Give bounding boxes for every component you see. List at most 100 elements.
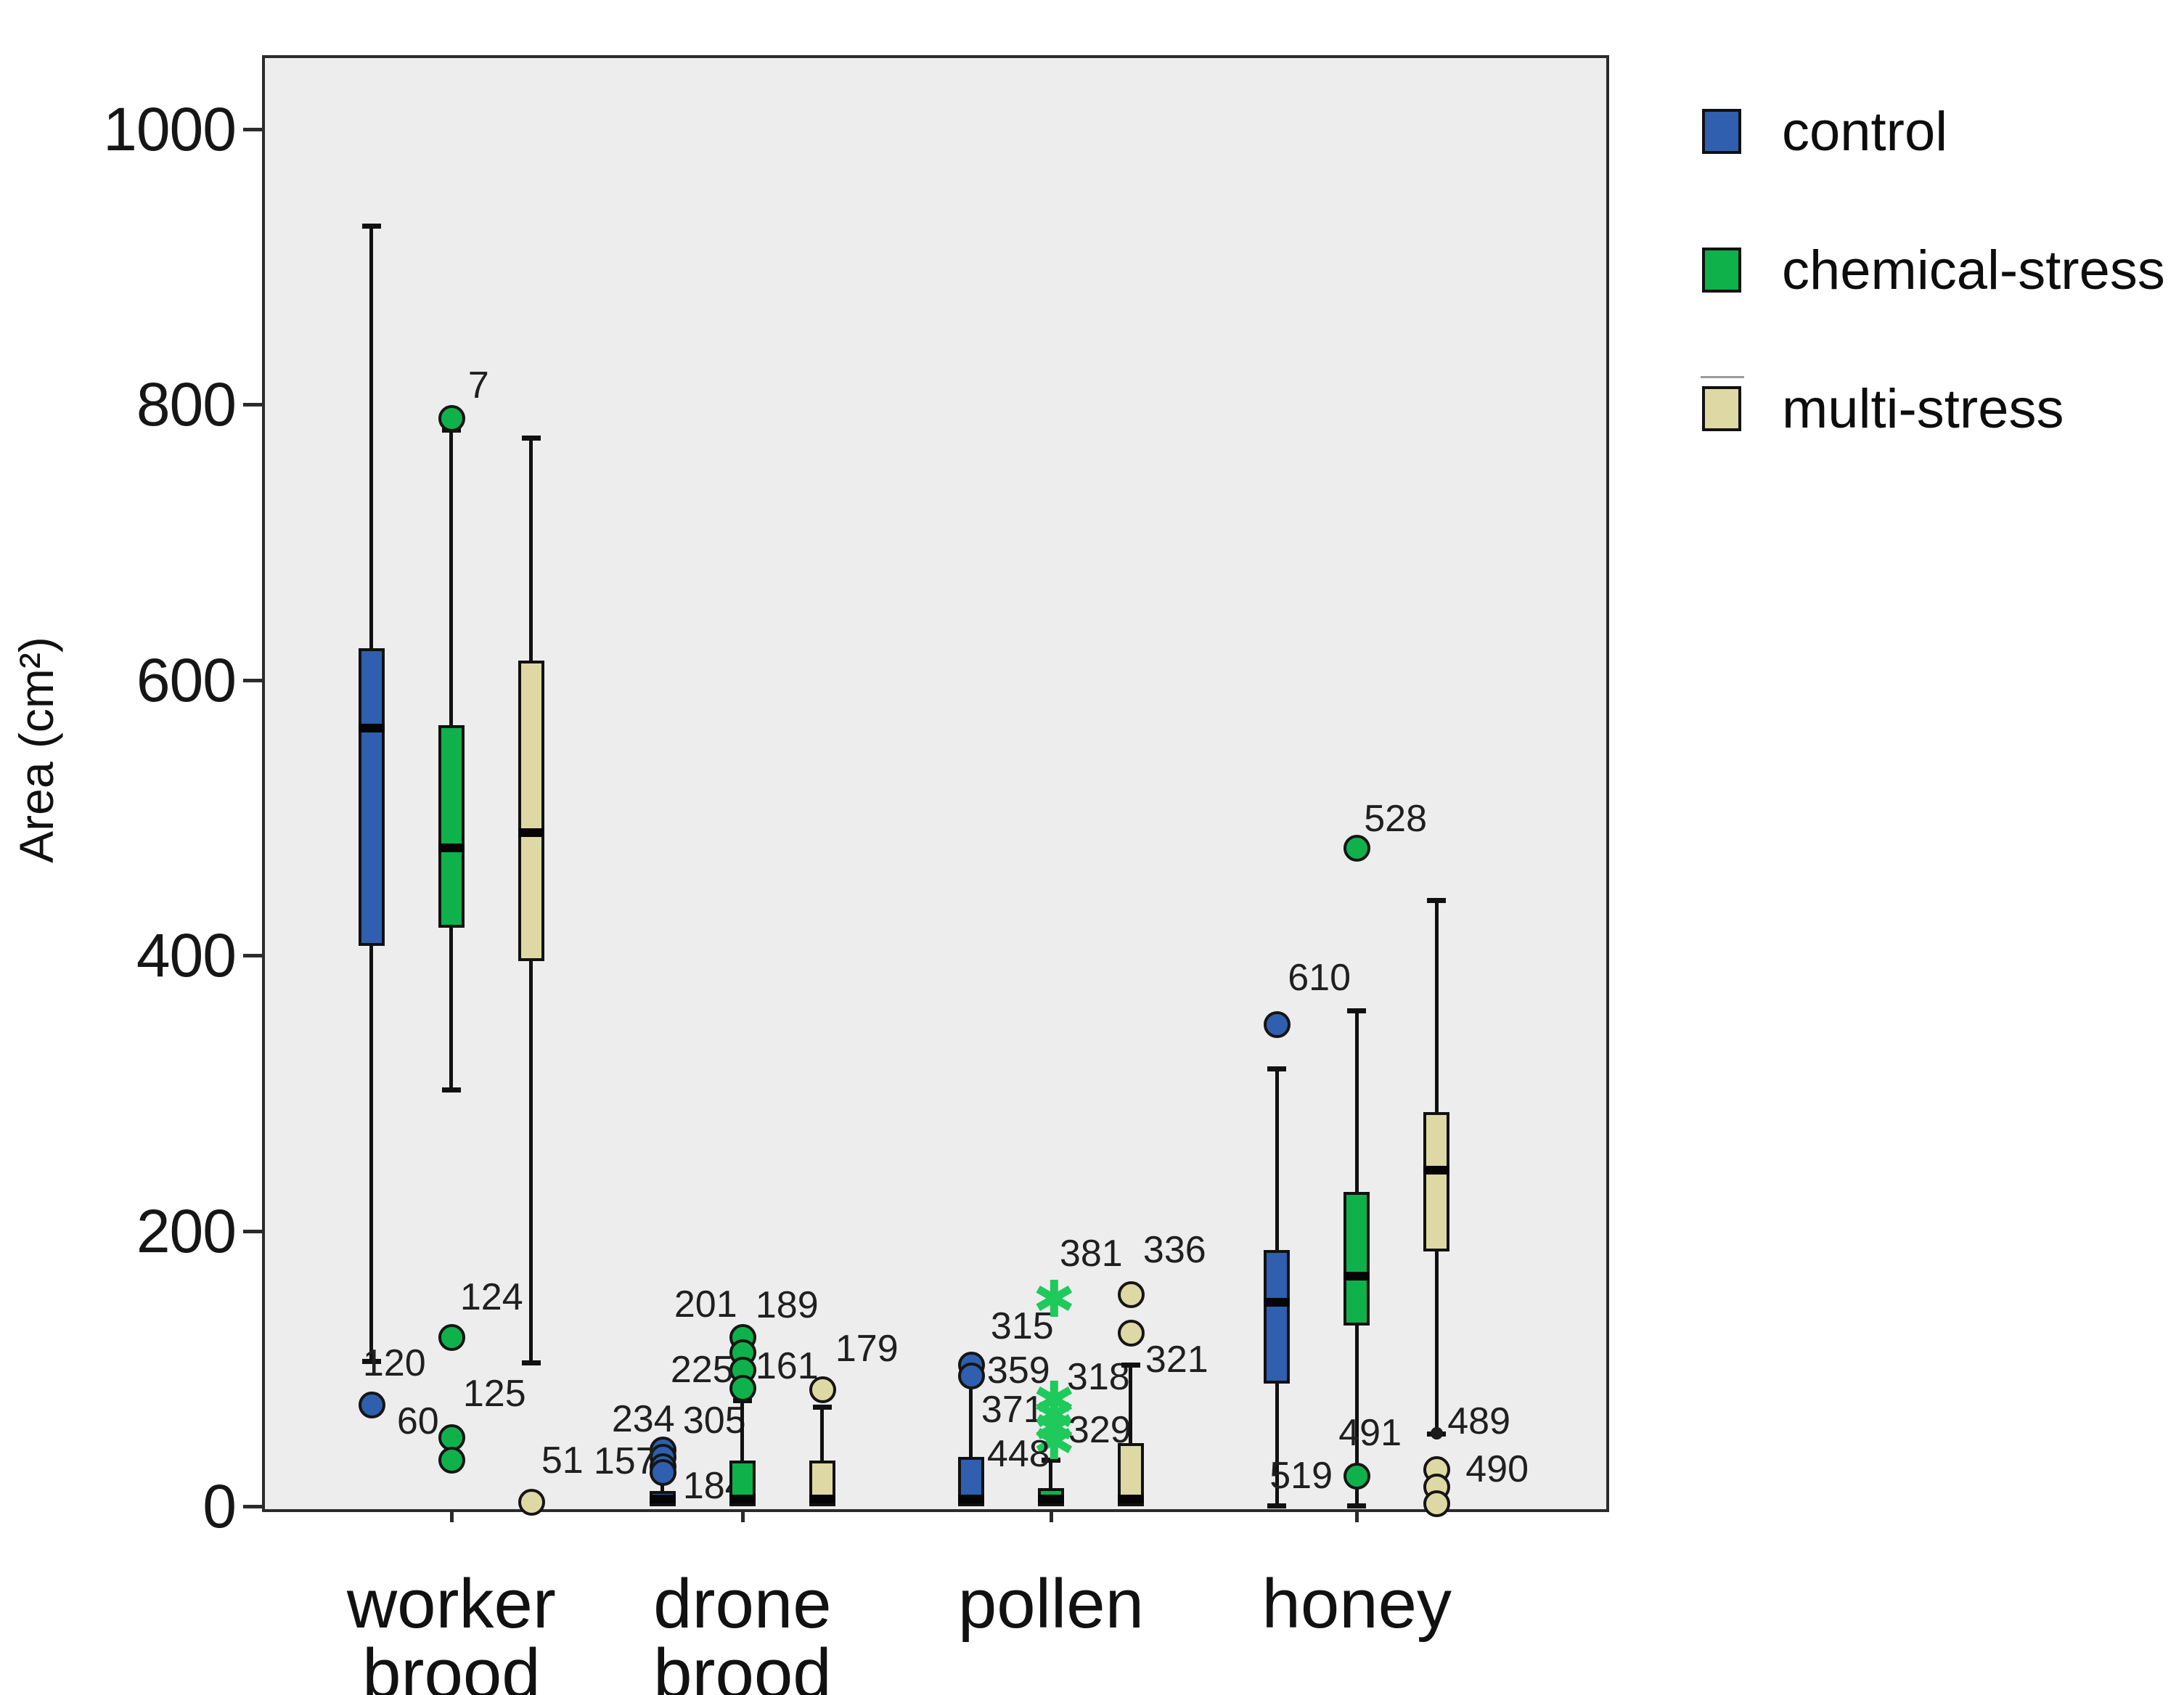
outlier-case-label: 491 xyxy=(1338,1412,1402,1455)
median-control-drone-brood xyxy=(649,1495,676,1503)
x-axis-tick xyxy=(1049,1509,1053,1522)
category-label-worker-brood: brood xyxy=(362,1635,541,1695)
legend-label: multi-stress xyxy=(1782,378,2064,440)
outlier-case-label: 124 xyxy=(459,1275,523,1318)
x-axis-tick xyxy=(1355,1509,1359,1522)
outlier-case-label: 519 xyxy=(1269,1455,1333,1498)
y-axis-tick xyxy=(243,403,262,407)
plot-area xyxy=(262,55,1609,1512)
legend-label: chemical-stress xyxy=(1782,240,2165,301)
outlier-point xyxy=(1117,1319,1145,1347)
median-chemical-stress-honey xyxy=(1343,1272,1370,1281)
x-axis-tick xyxy=(449,1509,454,1522)
outlier-case-label: 336 xyxy=(1142,1228,1206,1271)
category-label-drone-brood: drone xyxy=(653,1565,832,1643)
legend-swatch-multi-stress xyxy=(1702,386,1741,431)
outlier-point xyxy=(438,1323,465,1351)
outlier-case-label: 161 xyxy=(755,1344,819,1387)
median-multi-stress-drone-brood xyxy=(809,1495,835,1503)
outlier-star: ✱ xyxy=(1032,1397,1076,1458)
median-control-worker-brood xyxy=(358,724,385,733)
whisker-cap-high xyxy=(1347,1008,1367,1014)
category-label-honey: honey xyxy=(1261,1565,1452,1643)
whisker-chemical-stress-pollen xyxy=(1049,1459,1053,1506)
y-axis-tick xyxy=(243,128,262,131)
y-axis-tick xyxy=(243,954,262,958)
whisker-cap-high xyxy=(361,223,381,229)
legend-swatch-control xyxy=(1702,109,1741,154)
outlier-point xyxy=(438,1446,465,1474)
whisker-control-pollen xyxy=(969,1382,973,1506)
box-multi-stress-worker-brood xyxy=(518,661,544,961)
whisker-cap-low xyxy=(361,1358,381,1364)
whisker-cap-low xyxy=(1347,1503,1367,1508)
whisker-cap-high xyxy=(1427,898,1447,904)
outlier-case-label: 371 xyxy=(981,1388,1044,1431)
median-multi-stress-honey xyxy=(1423,1166,1450,1175)
outlier-case-label: 234 xyxy=(611,1398,675,1441)
outlier-case-label: 51 xyxy=(541,1439,584,1482)
legend-label: control xyxy=(1782,101,1948,163)
outlier-case-label: 225 xyxy=(670,1349,734,1392)
outlier-point xyxy=(1343,1463,1371,1490)
box-control-honey xyxy=(1264,1250,1291,1384)
outlier-star: ✱ xyxy=(1032,1411,1076,1471)
y-axis-tick xyxy=(243,1229,262,1233)
median-multi-stress-worker-brood xyxy=(518,828,544,838)
box-chemical-stress-worker-brood xyxy=(438,725,465,928)
outlier-point xyxy=(358,1391,385,1418)
whisker-cap-high xyxy=(521,435,541,441)
outlier-case-label: 321 xyxy=(1145,1338,1208,1381)
median-multi-stress-pollen xyxy=(1117,1495,1144,1503)
whisker-cap-low xyxy=(521,1360,541,1365)
outlier-case-label: 489 xyxy=(1447,1400,1511,1443)
median-control-honey xyxy=(1264,1298,1291,1307)
box-multi-stress-honey xyxy=(1423,1112,1450,1252)
whisker-cap-high xyxy=(1041,1457,1060,1463)
outlier-case-label: 157 xyxy=(593,1439,657,1482)
y-axis-tick-label: 800 xyxy=(136,370,237,439)
y-axis-tick xyxy=(243,678,262,682)
outlier-star: ✱ xyxy=(1032,1370,1076,1430)
outlier-point xyxy=(729,1374,756,1402)
category-label-pollen: pollen xyxy=(957,1565,1145,1643)
outlier-case-label: 305 xyxy=(682,1399,746,1442)
outlier-point xyxy=(438,405,465,433)
y-axis-tick-label: 600 xyxy=(136,645,237,714)
median-chemical-stress-drone-brood xyxy=(729,1495,756,1503)
y-axis-tick-label: 1000 xyxy=(103,95,237,163)
y-axis-tick-label: 200 xyxy=(136,1196,237,1265)
outlier-point xyxy=(1343,835,1371,862)
outlier-case-label: 120 xyxy=(362,1341,426,1384)
x-axis-tick xyxy=(740,1509,745,1522)
legend-swatch-chemical-stress xyxy=(1702,248,1741,293)
median-chemical-stress-pollen xyxy=(1037,1495,1064,1503)
whisker-chemical-stress-drone-brood xyxy=(740,1400,745,1506)
category-label-worker-brood: worker xyxy=(346,1565,556,1643)
outlier-case-label: 179 xyxy=(835,1327,899,1370)
whisker-control-drone-brood xyxy=(660,1473,665,1506)
whisker-cap-low xyxy=(441,1087,461,1093)
outlier-case-label: 315 xyxy=(990,1304,1054,1347)
outlier-case-label: 610 xyxy=(1288,957,1351,1000)
outlier-dot xyxy=(1431,1427,1444,1440)
whisker-cap-high xyxy=(1267,1066,1287,1071)
outlier-case-label: 490 xyxy=(1465,1447,1529,1490)
outlier-case-label: 329 xyxy=(1068,1408,1132,1451)
median-chemical-stress-worker-brood xyxy=(438,844,465,853)
outlier-star: ✱ xyxy=(1032,1270,1076,1330)
whisker-multi-stress-drone-brood xyxy=(820,1407,825,1506)
outlier-point xyxy=(1423,1490,1451,1518)
outlier-point xyxy=(518,1489,545,1516)
outlier-case-label: 318 xyxy=(1066,1355,1130,1398)
outlier-point xyxy=(1117,1281,1145,1308)
outlier-case-label: 7 xyxy=(467,364,489,407)
outlier-point xyxy=(649,1458,676,1486)
whisker-cap-low xyxy=(1267,1503,1287,1508)
outlier-point xyxy=(1264,1011,1291,1039)
y-axis-tick xyxy=(243,1505,262,1508)
outlier-case-label: 381 xyxy=(1059,1233,1123,1275)
outlier-point xyxy=(809,1376,836,1403)
